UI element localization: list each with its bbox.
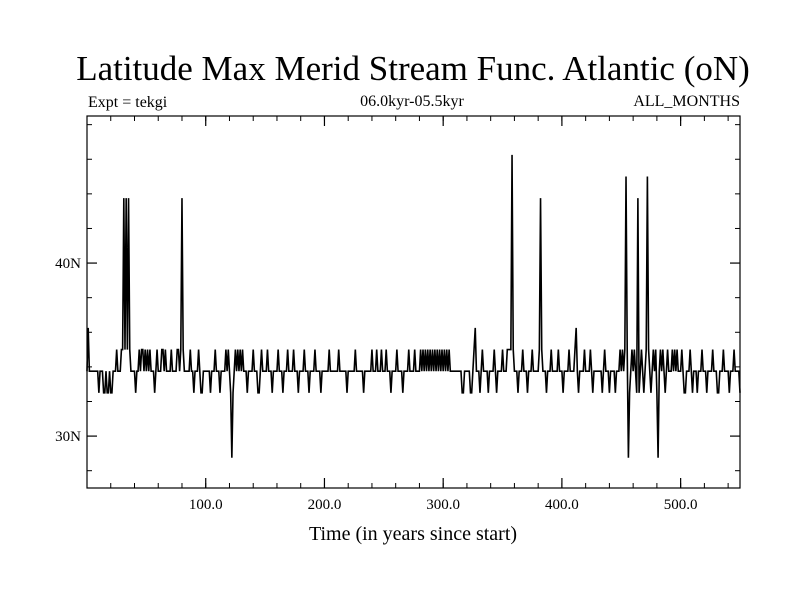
time-range-label: 06.0kyr-05.5kyr — [360, 93, 464, 110]
months-label: ALL_MONTHS — [633, 93, 740, 110]
axis-tick-labels: 100.0 200.0 300.0 400.0 500.0 30N 40N — [55, 256, 697, 513]
chart-title: Latitude Max Merid Stream Func. Atlantic… — [76, 49, 750, 88]
y-tick-label: 40N — [55, 256, 81, 272]
axis-ticks — [87, 116, 740, 488]
plot-frame — [86, 115, 741, 489]
x-axis-label: Time (in years since start) — [309, 523, 517, 545]
x-tick-label: 300.0 — [426, 497, 460, 513]
x-tick-label: 400.0 — [545, 497, 579, 513]
series-line — [86, 154, 741, 458]
x-tick-label: 100.0 — [189, 497, 223, 513]
x-tick-label: 200.0 — [308, 497, 342, 513]
y-tick-label: 30N — [55, 429, 81, 445]
x-tick-label: 500.0 — [664, 497, 698, 513]
experiment-label: Expt = tekgi — [88, 94, 168, 111]
